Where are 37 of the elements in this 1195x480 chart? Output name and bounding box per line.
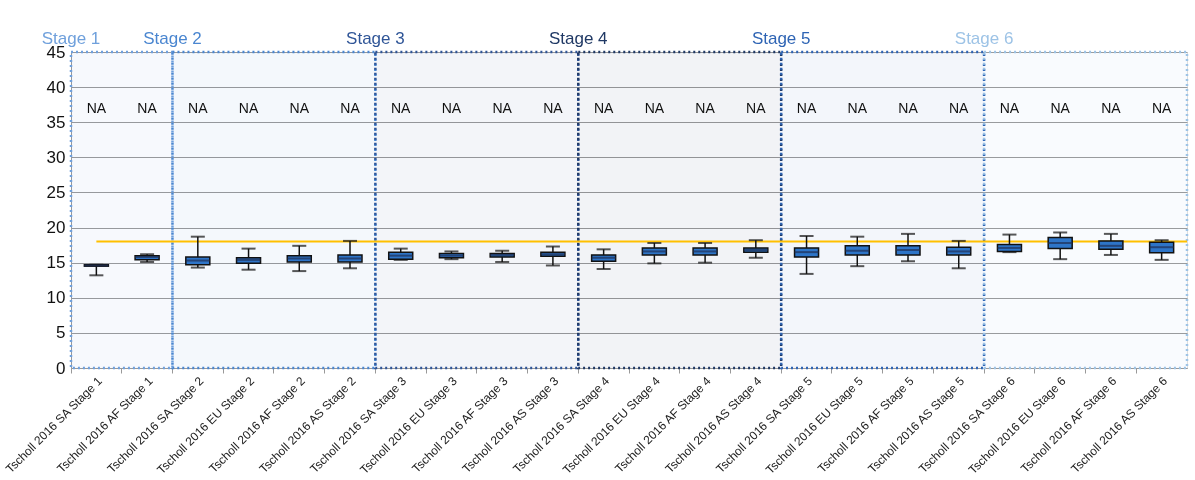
y-tick-label: 25: [46, 182, 66, 202]
annotation: NA: [391, 100, 412, 116]
annotation: NA: [999, 100, 1020, 116]
y-tick-label: 40: [46, 77, 66, 97]
annotation: NA: [543, 100, 564, 116]
annotation: NA: [1101, 100, 1122, 116]
annotation: NA: [1050, 100, 1071, 116]
annotation: NA: [796, 100, 817, 116]
annotation: NA: [1151, 100, 1173, 116]
y-tick-label: 5: [56, 323, 66, 343]
y-tick-label: 35: [46, 112, 66, 132]
y-tick-label: 10: [46, 288, 66, 308]
annotation: NA: [86, 100, 107, 116]
annotation: NA: [593, 100, 615, 116]
y-tick-label: 30: [46, 147, 66, 167]
band-label: Stage 3: [346, 29, 405, 48]
annotation: NA: [340, 100, 361, 116]
annotation: NA: [188, 100, 209, 116]
band-label: Stage 5: [751, 29, 811, 48]
annotation: NA: [949, 100, 970, 116]
annotation: NA: [441, 100, 462, 116]
band-label: Stage 2: [143, 29, 202, 48]
band-label: Stage 6: [954, 29, 1014, 48]
annotation: NA: [695, 100, 716, 116]
annotation: NA: [289, 100, 310, 116]
annotation: NA: [492, 100, 513, 116]
annotation: NA: [644, 100, 665, 116]
band-label: Stage 4: [548, 29, 608, 48]
annotation: NA: [238, 100, 259, 116]
annotation: NA: [898, 100, 919, 116]
annotation: NA: [847, 100, 868, 116]
annotation: NA: [137, 100, 158, 116]
annotation: NA: [746, 100, 767, 116]
y-tick-label: 15: [46, 253, 66, 273]
y-tick-label: 20: [46, 218, 66, 238]
y-tick-label: 0: [56, 358, 66, 378]
band-label: Stage 1: [41, 29, 101, 48]
